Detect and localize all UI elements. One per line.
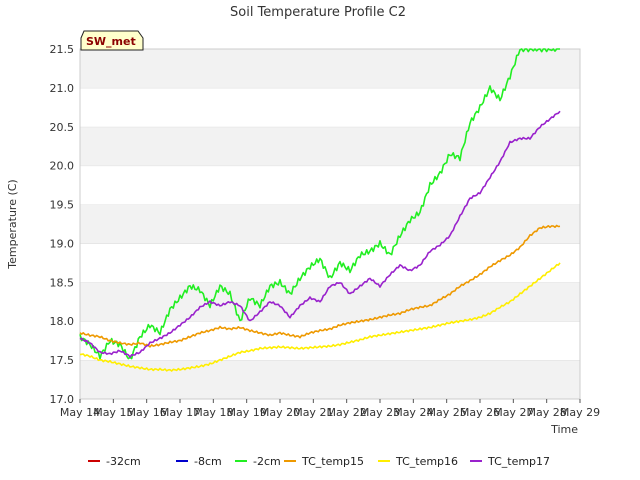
y-tick-label: 20.5 [50,121,75,134]
x-tick-label: May 16 [127,406,167,419]
y-tick-label: 17.0 [50,393,75,406]
y-tick-label: 21.0 [50,82,75,95]
y-tick-label: 18.5 [50,276,75,289]
x-tick-label: May 24 [393,406,433,419]
x-tick-label: May 14 [60,406,100,419]
y-tick-label: 19.5 [50,199,75,212]
x-tick-label: May 28 [527,406,567,419]
chart-title: Soil Temperature Profile C2 [230,5,406,20]
x-tick-label: May 25 [427,406,467,419]
plot-area-border [79,48,581,400]
data-lines [79,48,561,372]
x-tick-label: May 23 [360,406,400,419]
x-tick-label: May 20 [260,406,300,419]
legend-label: -8cm [194,455,222,468]
series-line-tc-temp15 [79,224,561,348]
x-tick-label: May 19 [227,406,267,419]
y-tick-label: 19.0 [50,237,75,250]
legend-label: TC_temp17 [487,455,550,468]
y-tick-label: 20.0 [50,160,75,173]
y-tick-label: 18.0 [50,315,75,328]
x-tick-label: May 29 [560,406,600,419]
legend-label: TC_temp16 [395,455,458,468]
x-tick-label: May 15 [93,406,133,419]
grid-band [80,49,580,88]
x-tick-label: May 21 [293,406,333,419]
series-line-tc-temp17 [79,110,561,358]
x-tick-label: May 26 [460,406,500,419]
x-tick-label: May 22 [327,406,367,419]
y-tick-label: 21.5 [50,43,75,56]
y-axis: 17.0 17.5 18.0 18.5 19.0 19.5 20.0 20.5 21.0 21.5 [50,43,75,406]
legend-label: -32cm [106,455,141,468]
station-badge: SW_met [80,30,144,51]
y-tick-label: 17.5 [50,354,75,367]
legend-label: TC_temp15 [301,455,364,468]
legend: -32cm -8cm -2cm TC_temp15 TC_temp16 TC_temp17 [88,455,550,468]
series-line-tc-temp16 [79,262,561,372]
station-badge-label: SW_met [86,35,136,48]
grid-band [80,360,580,399]
y-axis-label: Temperature (C) [6,179,19,269]
grid-band [80,87,580,127]
grid-band [80,165,580,205]
grid-band [80,282,580,322]
grid-band [80,126,580,166]
x-tick-label: May 17 [160,406,200,419]
grid-band [80,204,580,244]
x-tick-label: May 27 [493,406,533,419]
legend-label: -2cm [253,455,281,468]
series-line--2cm [79,48,560,360]
x-axis-label: Time [550,423,578,436]
x-tick-label: May 18 [193,406,233,419]
